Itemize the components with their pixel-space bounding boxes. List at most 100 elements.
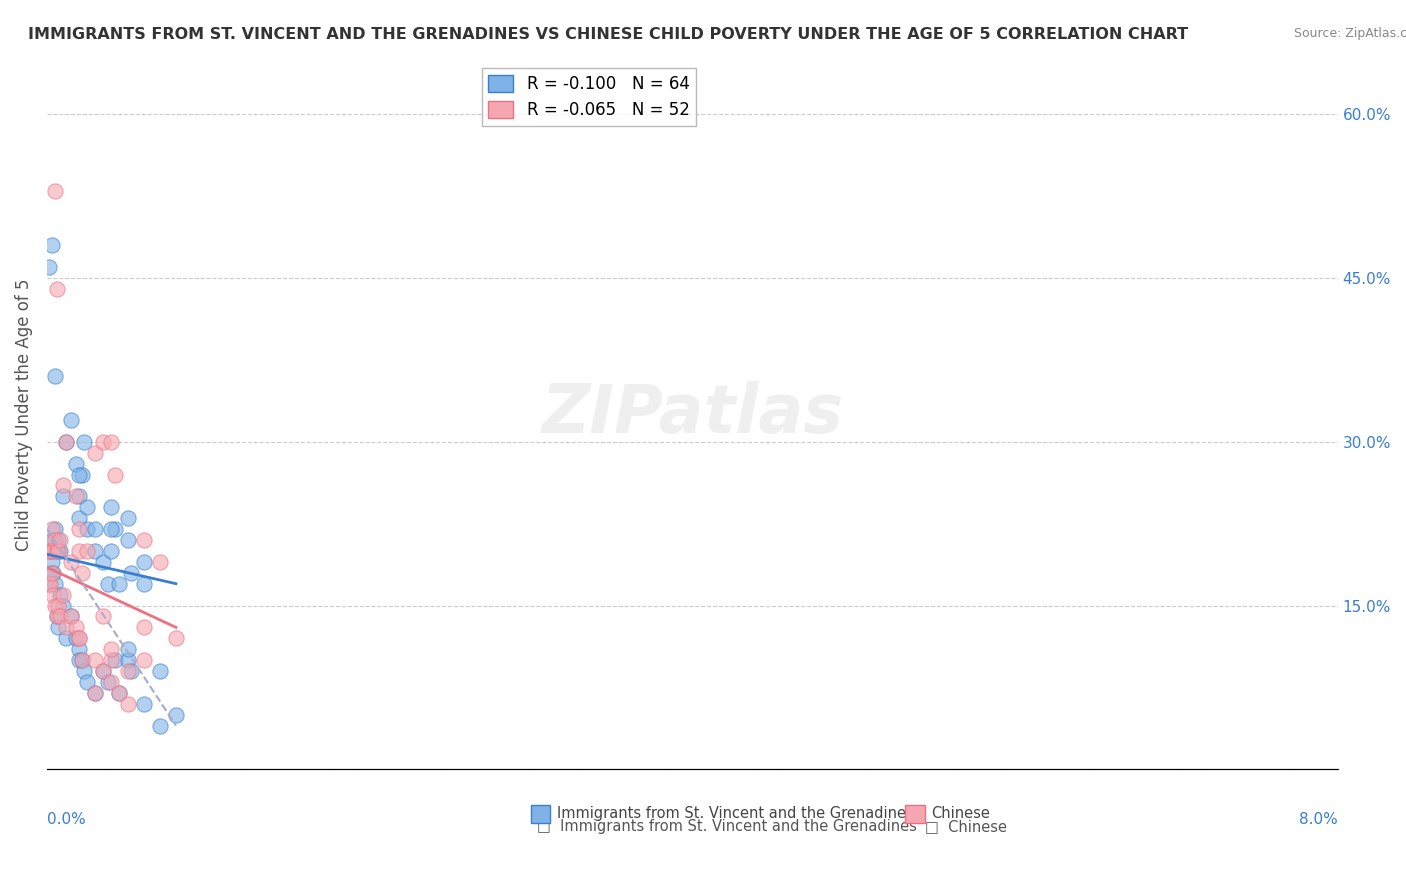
Point [65, 620, 87, 634]
Point [60, 413, 83, 427]
Point [44, 599, 66, 613]
Point [67, 511, 90, 525]
Point [100, 544, 122, 558]
Point [52, 489, 75, 503]
Point [132, 533, 155, 547]
Point [132, 620, 155, 634]
Point [104, 522, 127, 536]
Point [93, 434, 115, 449]
Point [93, 555, 115, 569]
Point [104, 467, 127, 482]
Point [84, 445, 107, 459]
Point [39, 544, 62, 558]
Point [41, 522, 63, 536]
Point [67, 467, 90, 482]
Point [41, 544, 63, 558]
Point [67, 522, 90, 536]
Point [120, 566, 142, 580]
Point [84, 544, 107, 558]
Point [100, 642, 122, 657]
Point [93, 664, 115, 678]
Point [72, 653, 94, 667]
Point [76, 500, 98, 515]
Text: ZIPatlas: ZIPatlas [541, 382, 844, 448]
Point [44, 184, 66, 198]
Point [117, 653, 139, 667]
Point [37, 544, 59, 558]
Text: 0.0%: 0.0% [46, 812, 86, 827]
Point [108, 576, 131, 591]
Point [100, 522, 122, 536]
Point [52, 588, 75, 602]
Point [42, 566, 65, 580]
Point [67, 653, 90, 667]
Point [55, 620, 77, 634]
Point [84, 686, 107, 700]
Point [45, 282, 67, 296]
Point [46, 620, 69, 634]
Point [132, 555, 155, 569]
Point [72, 566, 94, 580]
Point [132, 576, 155, 591]
Point [100, 434, 122, 449]
Point [72, 467, 94, 482]
Point [104, 653, 127, 667]
Point [46, 544, 69, 558]
Point [52, 599, 75, 613]
Point [149, 719, 172, 733]
Point [149, 555, 172, 569]
Text: □  Immigrants from St. Vincent and the Grenadines: □ Immigrants from St. Vincent and the Gr… [537, 819, 917, 834]
Point [93, 664, 115, 678]
Point [72, 653, 94, 667]
Point [41, 555, 63, 569]
Text: Immigrants from St. Vincent and the Grenadines: Immigrants from St. Vincent and the Gren… [557, 805, 914, 821]
Point [67, 544, 90, 558]
Text: Chinese: Chinese [931, 805, 990, 821]
FancyBboxPatch shape [905, 805, 925, 822]
Point [117, 664, 139, 678]
Point [73, 434, 96, 449]
Point [76, 675, 98, 690]
Point [39, 576, 62, 591]
Point [65, 632, 87, 646]
Point [165, 632, 187, 646]
Text: □  Chinese: □ Chinese [925, 819, 1007, 834]
Point [49, 609, 72, 624]
Point [132, 697, 155, 711]
Point [42, 544, 65, 558]
Point [42, 533, 65, 547]
Point [49, 544, 72, 558]
Point [120, 664, 142, 678]
Legend: R = -0.100   N = 64, R = -0.065   N = 52: R = -0.100 N = 64, R = -0.065 N = 52 [482, 68, 696, 126]
Point [100, 500, 122, 515]
Point [100, 653, 122, 667]
Point [108, 686, 131, 700]
Point [108, 686, 131, 700]
Point [165, 707, 187, 722]
Point [97, 675, 120, 690]
Point [67, 632, 90, 646]
Point [55, 434, 77, 449]
Point [67, 642, 90, 657]
Point [149, 664, 172, 678]
Point [73, 664, 96, 678]
Point [41, 238, 63, 252]
FancyBboxPatch shape [531, 805, 550, 822]
Point [117, 511, 139, 525]
Point [67, 489, 90, 503]
Point [84, 653, 107, 667]
Point [67, 632, 90, 646]
Point [44, 533, 66, 547]
Point [45, 609, 67, 624]
Point [45, 544, 67, 558]
Point [65, 489, 87, 503]
Point [84, 522, 107, 536]
Point [42, 588, 65, 602]
Point [76, 544, 98, 558]
Point [44, 522, 66, 536]
Point [60, 609, 83, 624]
Point [60, 555, 83, 569]
Text: 8.0%: 8.0% [1299, 812, 1337, 827]
Point [49, 588, 72, 602]
Text: IMMIGRANTS FROM ST. VINCENT AND THE GRENADINES VS CHINESE CHILD POVERTY UNDER TH: IMMIGRANTS FROM ST. VINCENT AND THE GREN… [28, 27, 1188, 42]
